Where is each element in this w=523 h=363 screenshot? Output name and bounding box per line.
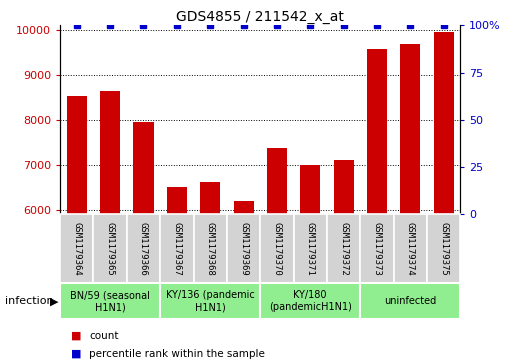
Bar [260, 283, 360, 319]
Text: GSM1179372: GSM1179372 [339, 222, 348, 276]
Text: ■: ■ [71, 349, 81, 359]
Bar [160, 283, 260, 319]
Bar [293, 214, 327, 283]
Bar [360, 283, 460, 319]
Bar [267, 148, 287, 214]
Text: GSM1179367: GSM1179367 [173, 222, 181, 276]
Bar [60, 283, 160, 319]
Text: GSM1179375: GSM1179375 [439, 222, 448, 276]
Bar [60, 214, 94, 283]
Bar [427, 214, 460, 283]
Bar [400, 44, 420, 214]
Bar [127, 214, 160, 283]
Text: GSM1179366: GSM1179366 [139, 222, 148, 276]
Bar [200, 182, 220, 214]
Text: infection: infection [5, 296, 54, 306]
Bar [67, 96, 87, 214]
Text: GSM1179374: GSM1179374 [406, 222, 415, 276]
Text: GSM1179368: GSM1179368 [206, 222, 214, 276]
Bar [394, 214, 427, 283]
Text: count: count [89, 331, 118, 341]
Bar [100, 91, 120, 214]
Text: GSM1179371: GSM1179371 [306, 222, 315, 276]
Title: GDS4855 / 211542_x_at: GDS4855 / 211542_x_at [176, 11, 344, 24]
Text: GSM1179365: GSM1179365 [106, 222, 115, 276]
Text: BN/59 (seasonal
H1N1): BN/59 (seasonal H1N1) [70, 290, 150, 312]
Bar [327, 214, 360, 283]
Bar [160, 214, 194, 283]
Text: GSM1179364: GSM1179364 [72, 222, 81, 276]
Bar [167, 187, 187, 214]
Bar [227, 214, 260, 283]
Text: KY/180
(pandemicH1N1): KY/180 (pandemicH1N1) [269, 290, 351, 312]
Text: KY/136 (pandemic
H1N1): KY/136 (pandemic H1N1) [166, 290, 255, 312]
Bar [367, 49, 387, 214]
Bar [334, 160, 354, 214]
Bar [94, 214, 127, 283]
Text: GSM1179373: GSM1179373 [372, 222, 381, 276]
Bar [133, 122, 154, 214]
Text: percentile rank within the sample: percentile rank within the sample [89, 349, 265, 359]
Text: GSM1179370: GSM1179370 [272, 222, 281, 276]
Text: GSM1179369: GSM1179369 [239, 222, 248, 276]
Text: uninfected: uninfected [384, 296, 436, 306]
Bar [434, 32, 453, 214]
Bar [300, 165, 320, 214]
Text: ■: ■ [71, 331, 81, 341]
Bar [233, 201, 254, 214]
Bar [194, 214, 227, 283]
Bar [360, 214, 393, 283]
Bar [260, 214, 293, 283]
Text: ▶: ▶ [50, 296, 59, 306]
